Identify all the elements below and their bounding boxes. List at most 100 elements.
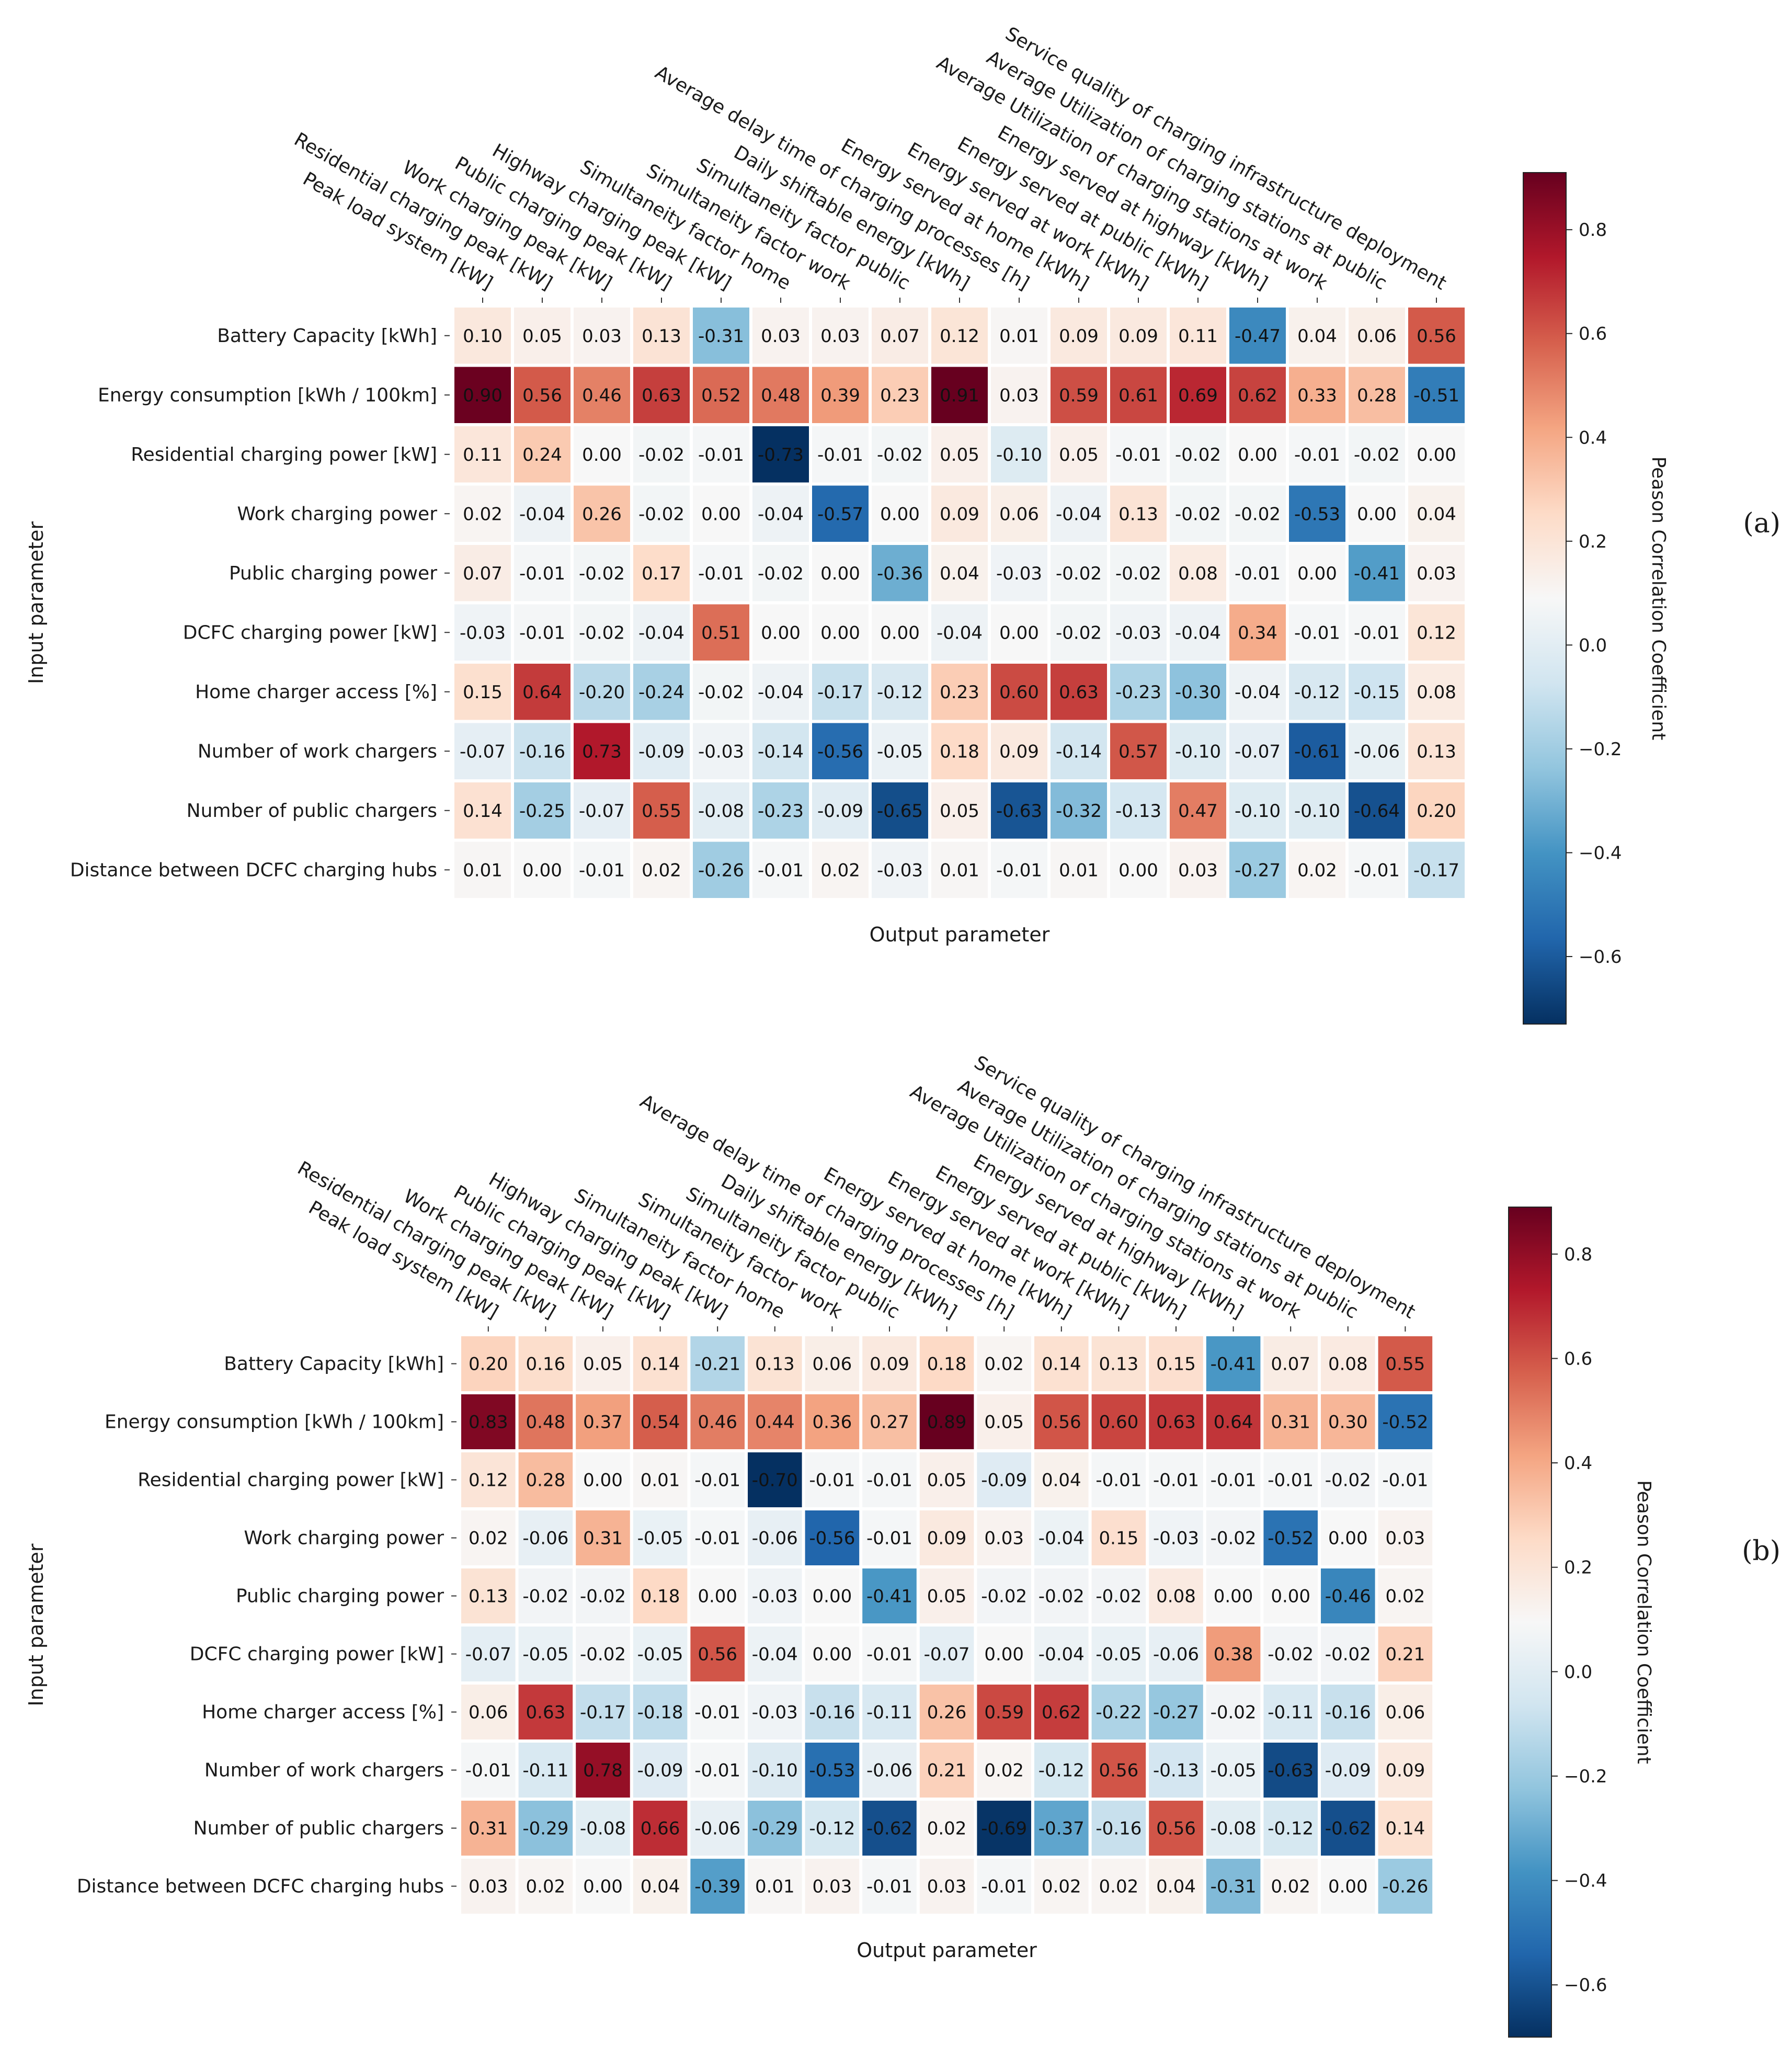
cell-value-label: 0.08 — [1178, 563, 1218, 584]
cell-value-label: 0.12 — [940, 326, 979, 347]
row-label: Number of public chargers — [187, 800, 437, 822]
heatmap-cell — [1149, 1801, 1203, 1856]
heatmap-cell — [977, 1336, 1031, 1391]
heatmap-cell — [872, 426, 928, 483]
heatmap-cell — [991, 782, 1047, 839]
cell-value-label: -0.01 — [519, 563, 565, 584]
heatmap-cell — [1149, 1685, 1203, 1739]
heatmap-cell — [633, 545, 690, 601]
cell-value-label: 0.48 — [526, 1412, 566, 1433]
cell-value-label: 0.00 — [813, 1586, 852, 1607]
cell-value-label: 0.01 — [999, 326, 1039, 347]
heatmap-cell — [1321, 1859, 1375, 1914]
heatmap-cell — [812, 426, 869, 483]
heatmap-cell — [919, 1685, 974, 1739]
heatmap-cell — [633, 782, 690, 839]
heatmap-cell — [805, 1510, 860, 1565]
cell-value-label: -0.05 — [1095, 1644, 1142, 1665]
heatmap-cell — [1110, 485, 1167, 542]
cell-value-label: 0.23 — [940, 682, 979, 703]
cell-value-label: 0.04 — [1297, 326, 1337, 347]
colorbar-tick-label: −0.6 — [1579, 947, 1622, 968]
cell-value-label: 0.28 — [1357, 385, 1397, 406]
heatmap-cell — [1206, 1627, 1261, 1681]
cell-value-label: -0.12 — [809, 1818, 855, 1839]
heatmap-cell — [454, 485, 511, 542]
heatmap-cell — [1229, 604, 1286, 661]
heatmap-cell — [461, 1568, 516, 1623]
heatmap-panel-a: 0.10 0.05 0.03 0.13 -0.31 0.03 0.03 0.07 0.12 0.0… — [25, 23, 1780, 1025]
cell-value-label: 0.01 — [1059, 860, 1099, 881]
heatmap-cell — [1408, 308, 1465, 364]
heatmap-cell — [1051, 842, 1107, 898]
heatmap-cell — [514, 604, 570, 661]
cell-value-label: 0.00 — [820, 622, 860, 643]
cell-value-label: -0.06 — [522, 1528, 568, 1549]
heatmap-cell — [1229, 426, 1286, 483]
cell-value-label: 0.03 — [1386, 1528, 1425, 1549]
heatmap-cell — [1034, 1452, 1089, 1507]
heatmap-cell — [690, 1685, 745, 1739]
cell-value-label: -0.14 — [1056, 741, 1102, 762]
cell-value-label: 0.31 — [1271, 1412, 1310, 1433]
heatmap-cell — [1091, 1452, 1146, 1507]
heatmap-cell — [1378, 1627, 1433, 1681]
cell-value-label: 0.00 — [522, 860, 562, 881]
colorbar-tick-label: −0.2 — [1579, 739, 1622, 760]
heatmap-cell — [931, 308, 988, 364]
heatmap-cell — [1034, 1336, 1089, 1391]
cell-value-label: 0.10 — [463, 326, 503, 347]
cell-value-label: -0.07 — [924, 1644, 970, 1665]
cell-value-label: 0.05 — [940, 801, 979, 822]
cell-value-label: -0.70 — [752, 1470, 798, 1491]
heatmap-cell — [693, 842, 749, 898]
heatmap-cell — [1321, 1336, 1375, 1391]
heatmap-cell — [1051, 485, 1107, 542]
heatmap-cell — [1110, 782, 1167, 839]
cell-value-label: -0.01 — [1382, 1470, 1428, 1491]
cell-value-label: 0.04 — [641, 1877, 680, 1897]
heatmap-cell — [812, 485, 869, 542]
cell-value-label: -0.01 — [996, 860, 1042, 881]
cell-value-label: -0.56 — [809, 1528, 855, 1549]
cell-value-label: 0.55 — [642, 801, 681, 822]
cell-value-label: -0.24 — [638, 682, 684, 703]
row-label: Battery Capacity [kWh] — [224, 1354, 444, 1375]
heatmap-cell — [1321, 1743, 1375, 1798]
heatmap-cell — [1149, 1510, 1203, 1565]
cell-value-label: 0.62 — [1042, 1702, 1081, 1723]
cell-value-label: 0.59 — [984, 1702, 1024, 1723]
heatmap-cell — [919, 1568, 974, 1623]
cell-value-label: -0.06 — [1354, 741, 1400, 762]
heatmap-cell — [1034, 1859, 1089, 1914]
cell-value-label: -0.01 — [1294, 622, 1340, 643]
cell-value-label: 0.55 — [1386, 1354, 1425, 1375]
cell-value-label: 0.18 — [927, 1354, 967, 1375]
cell-value-label: 0.09 — [1386, 1760, 1425, 1781]
heatmap-cell — [1034, 1394, 1089, 1449]
heatmap-cell — [1149, 1859, 1203, 1914]
colorbar-tick-label: 0.2 — [1564, 1557, 1592, 1578]
heatmap-cell — [1110, 308, 1167, 364]
heatmap-cell — [693, 604, 749, 661]
cell-value-label: -0.02 — [580, 1644, 626, 1665]
cell-value-label: 0.21 — [927, 1760, 967, 1781]
cell-value-label: 0.36 — [813, 1412, 852, 1433]
colorbar-title: Peason Correlation Coefficient — [1633, 1480, 1654, 1764]
heatmap-cell — [1289, 723, 1345, 779]
heatmap-cell — [1289, 308, 1345, 364]
heatmap-cell — [752, 842, 809, 898]
cell-value-label: -0.01 — [519, 622, 565, 643]
cell-value-label: -0.07 — [579, 801, 625, 822]
cell-value-label: -0.47 — [1235, 326, 1281, 347]
heatmap-cell — [633, 1394, 688, 1449]
heatmap-cell — [633, 1685, 688, 1739]
heatmap-cell — [1110, 426, 1167, 483]
cell-value-label: -0.21 — [694, 1354, 740, 1375]
cell-value-label: -0.52 — [1382, 1412, 1428, 1433]
heatmap-cell — [633, 1627, 688, 1681]
cell-value-label: -0.07 — [1235, 741, 1281, 762]
heatmap-cell — [574, 723, 630, 779]
cell-value-label: 0.12 — [1417, 622, 1456, 643]
heatmap-cell — [1051, 426, 1107, 483]
